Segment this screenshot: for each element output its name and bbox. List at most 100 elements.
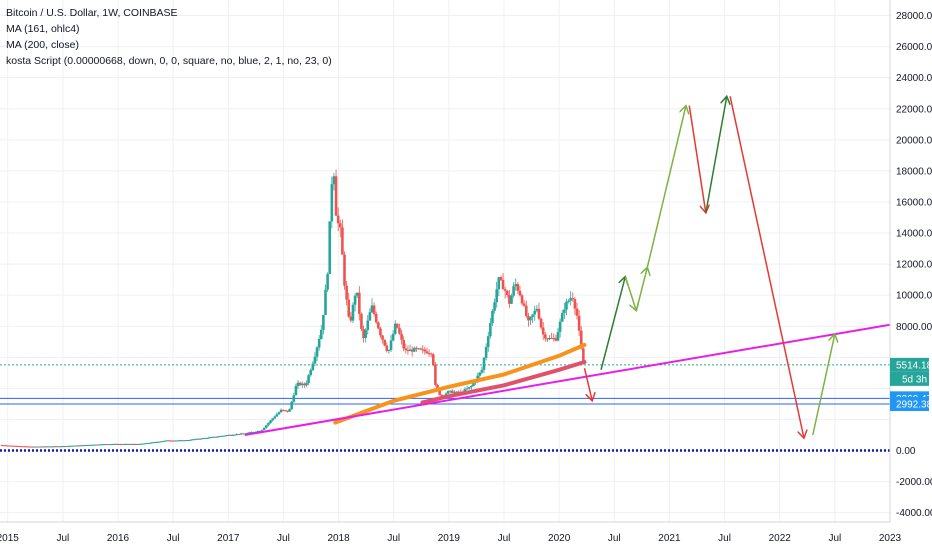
candle-body xyxy=(563,309,566,314)
time-tick-label: Jul xyxy=(718,533,731,544)
candle-body xyxy=(501,279,505,290)
price-tick-label: 24000.00 xyxy=(896,73,932,84)
candle-body xyxy=(117,444,120,446)
candle-body xyxy=(292,395,296,402)
candle-body xyxy=(193,439,196,441)
candle-body xyxy=(516,284,520,291)
candle-body xyxy=(66,445,69,447)
indicator-ma-161[interactable]: MA (161, ohlc4) xyxy=(6,23,80,35)
candle-body xyxy=(353,295,357,305)
projection-arrows xyxy=(583,96,835,438)
projection-arrow-green xyxy=(600,277,625,370)
candle-body xyxy=(486,336,490,348)
time-tick-label: Jul xyxy=(828,533,841,544)
candle-body xyxy=(288,409,291,412)
candle-body xyxy=(114,443,118,445)
candle-body xyxy=(0,445,4,447)
candle-body xyxy=(328,221,332,275)
candle-body xyxy=(565,301,568,310)
candle-body xyxy=(89,444,93,446)
candle-body xyxy=(110,444,114,446)
candle-body xyxy=(311,363,315,371)
horizontal-lines xyxy=(0,364,890,452)
candle-body xyxy=(567,300,570,302)
candle-body xyxy=(53,446,57,448)
candle-body xyxy=(294,385,298,396)
candle-body xyxy=(467,387,471,389)
candle-body xyxy=(383,339,386,346)
candle-body xyxy=(440,394,444,397)
candle-body xyxy=(286,410,289,412)
candle-body xyxy=(49,446,53,448)
candle-body xyxy=(552,338,556,340)
indicator-ma-200[interactable]: MA (200, close) xyxy=(6,39,79,51)
time-tick-label: 2022 xyxy=(769,533,792,544)
candle-body xyxy=(125,443,129,445)
candle-body xyxy=(429,353,433,355)
level-label-2992-bg xyxy=(890,397,929,412)
candle-body xyxy=(284,410,287,412)
indicator-kosta-script[interactable]: kosta Script (0.00000668, down, 0, 0, sq… xyxy=(6,55,332,67)
projection-arrow-red xyxy=(583,368,593,401)
candle-body xyxy=(470,385,473,388)
candle-body xyxy=(358,292,361,314)
candle-body xyxy=(476,375,479,381)
price-axis: 28000.00 26000.00 24000.00 22000.00 20000.00… xyxy=(889,0,932,522)
candle-body xyxy=(152,442,156,444)
candle-body xyxy=(541,327,545,335)
candle-body xyxy=(508,295,511,304)
candle-body xyxy=(40,446,44,448)
candle-body xyxy=(205,437,209,439)
candle-body xyxy=(533,310,537,315)
candle-body xyxy=(482,357,486,370)
candle-body xyxy=(146,443,150,445)
candle-body xyxy=(398,327,401,334)
candle-body xyxy=(165,440,169,442)
candle-body xyxy=(415,347,418,349)
candle-body xyxy=(220,435,224,437)
candle-body xyxy=(453,392,456,394)
candle-body xyxy=(2,445,6,447)
candle-body xyxy=(571,298,575,300)
candle-body xyxy=(332,176,336,185)
candle-body xyxy=(43,446,46,448)
candle-body xyxy=(402,339,405,349)
candle-body xyxy=(582,348,585,361)
price-tick-label: -2000.00 xyxy=(896,477,932,488)
candle-body xyxy=(260,429,264,431)
price-tick-label: 0.00 xyxy=(896,446,916,457)
trend-line xyxy=(244,323,891,436)
candle-body xyxy=(355,292,359,296)
candle-body xyxy=(480,369,484,373)
candle-body xyxy=(406,349,410,352)
price-tick-label: 22000.00 xyxy=(896,104,932,115)
candle-body xyxy=(497,277,501,290)
countdown-label: 5d 3h xyxy=(902,374,927,385)
time-tick-label: Jul xyxy=(387,533,400,544)
candle-body xyxy=(161,441,165,443)
price-tick-label: 18000.00 xyxy=(896,166,932,177)
candle-body xyxy=(203,437,207,439)
candle-body xyxy=(417,348,420,350)
candle-body xyxy=(133,443,137,445)
candle-body xyxy=(93,444,97,446)
candle-body xyxy=(334,176,338,216)
projection-arrow-light_green xyxy=(624,276,636,311)
candle-body xyxy=(491,310,494,324)
projection-arrow-green xyxy=(705,96,727,213)
candle-body xyxy=(425,351,429,354)
symbol-title[interactable]: Bitcoin / U.S. Dollar, 1W, COINBASE xyxy=(6,7,178,19)
candle-body xyxy=(76,445,80,447)
candle-body xyxy=(248,432,251,434)
candle-body xyxy=(68,445,72,447)
candle-body xyxy=(5,445,8,447)
candle-body xyxy=(379,328,382,336)
candle-body xyxy=(172,440,175,442)
candle-body xyxy=(560,313,564,322)
candle-body xyxy=(550,337,553,339)
candle-body xyxy=(465,388,469,390)
candle-body xyxy=(535,308,539,311)
candle-body xyxy=(155,441,158,443)
candle-body xyxy=(313,356,317,364)
price-tick-label: 20000.00 xyxy=(896,135,932,146)
